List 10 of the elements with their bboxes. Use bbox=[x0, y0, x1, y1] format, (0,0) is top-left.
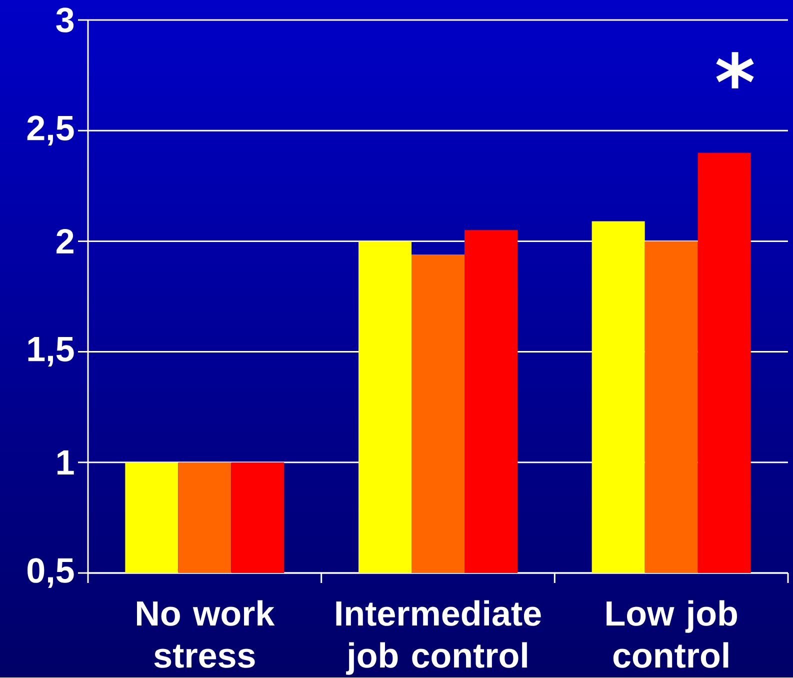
annotation: * bbox=[716, 52, 754, 88]
x-tick-label: Low job control bbox=[606, 600, 737, 668]
y-tick-label: 1,5 bbox=[28, 337, 74, 367]
y-tick-label: 2,5 bbox=[27, 116, 74, 146]
y-tick-label: 2 bbox=[56, 228, 74, 254]
y-tick-label: 3 bbox=[56, 8, 74, 32]
x-tick-label: No work stress bbox=[137, 600, 275, 668]
x-tick-label: Intermediate job control bbox=[336, 600, 541, 675]
y-tick-label: 1 bbox=[58, 450, 74, 474]
y-tick-label: 0,5 bbox=[28, 558, 74, 588]
